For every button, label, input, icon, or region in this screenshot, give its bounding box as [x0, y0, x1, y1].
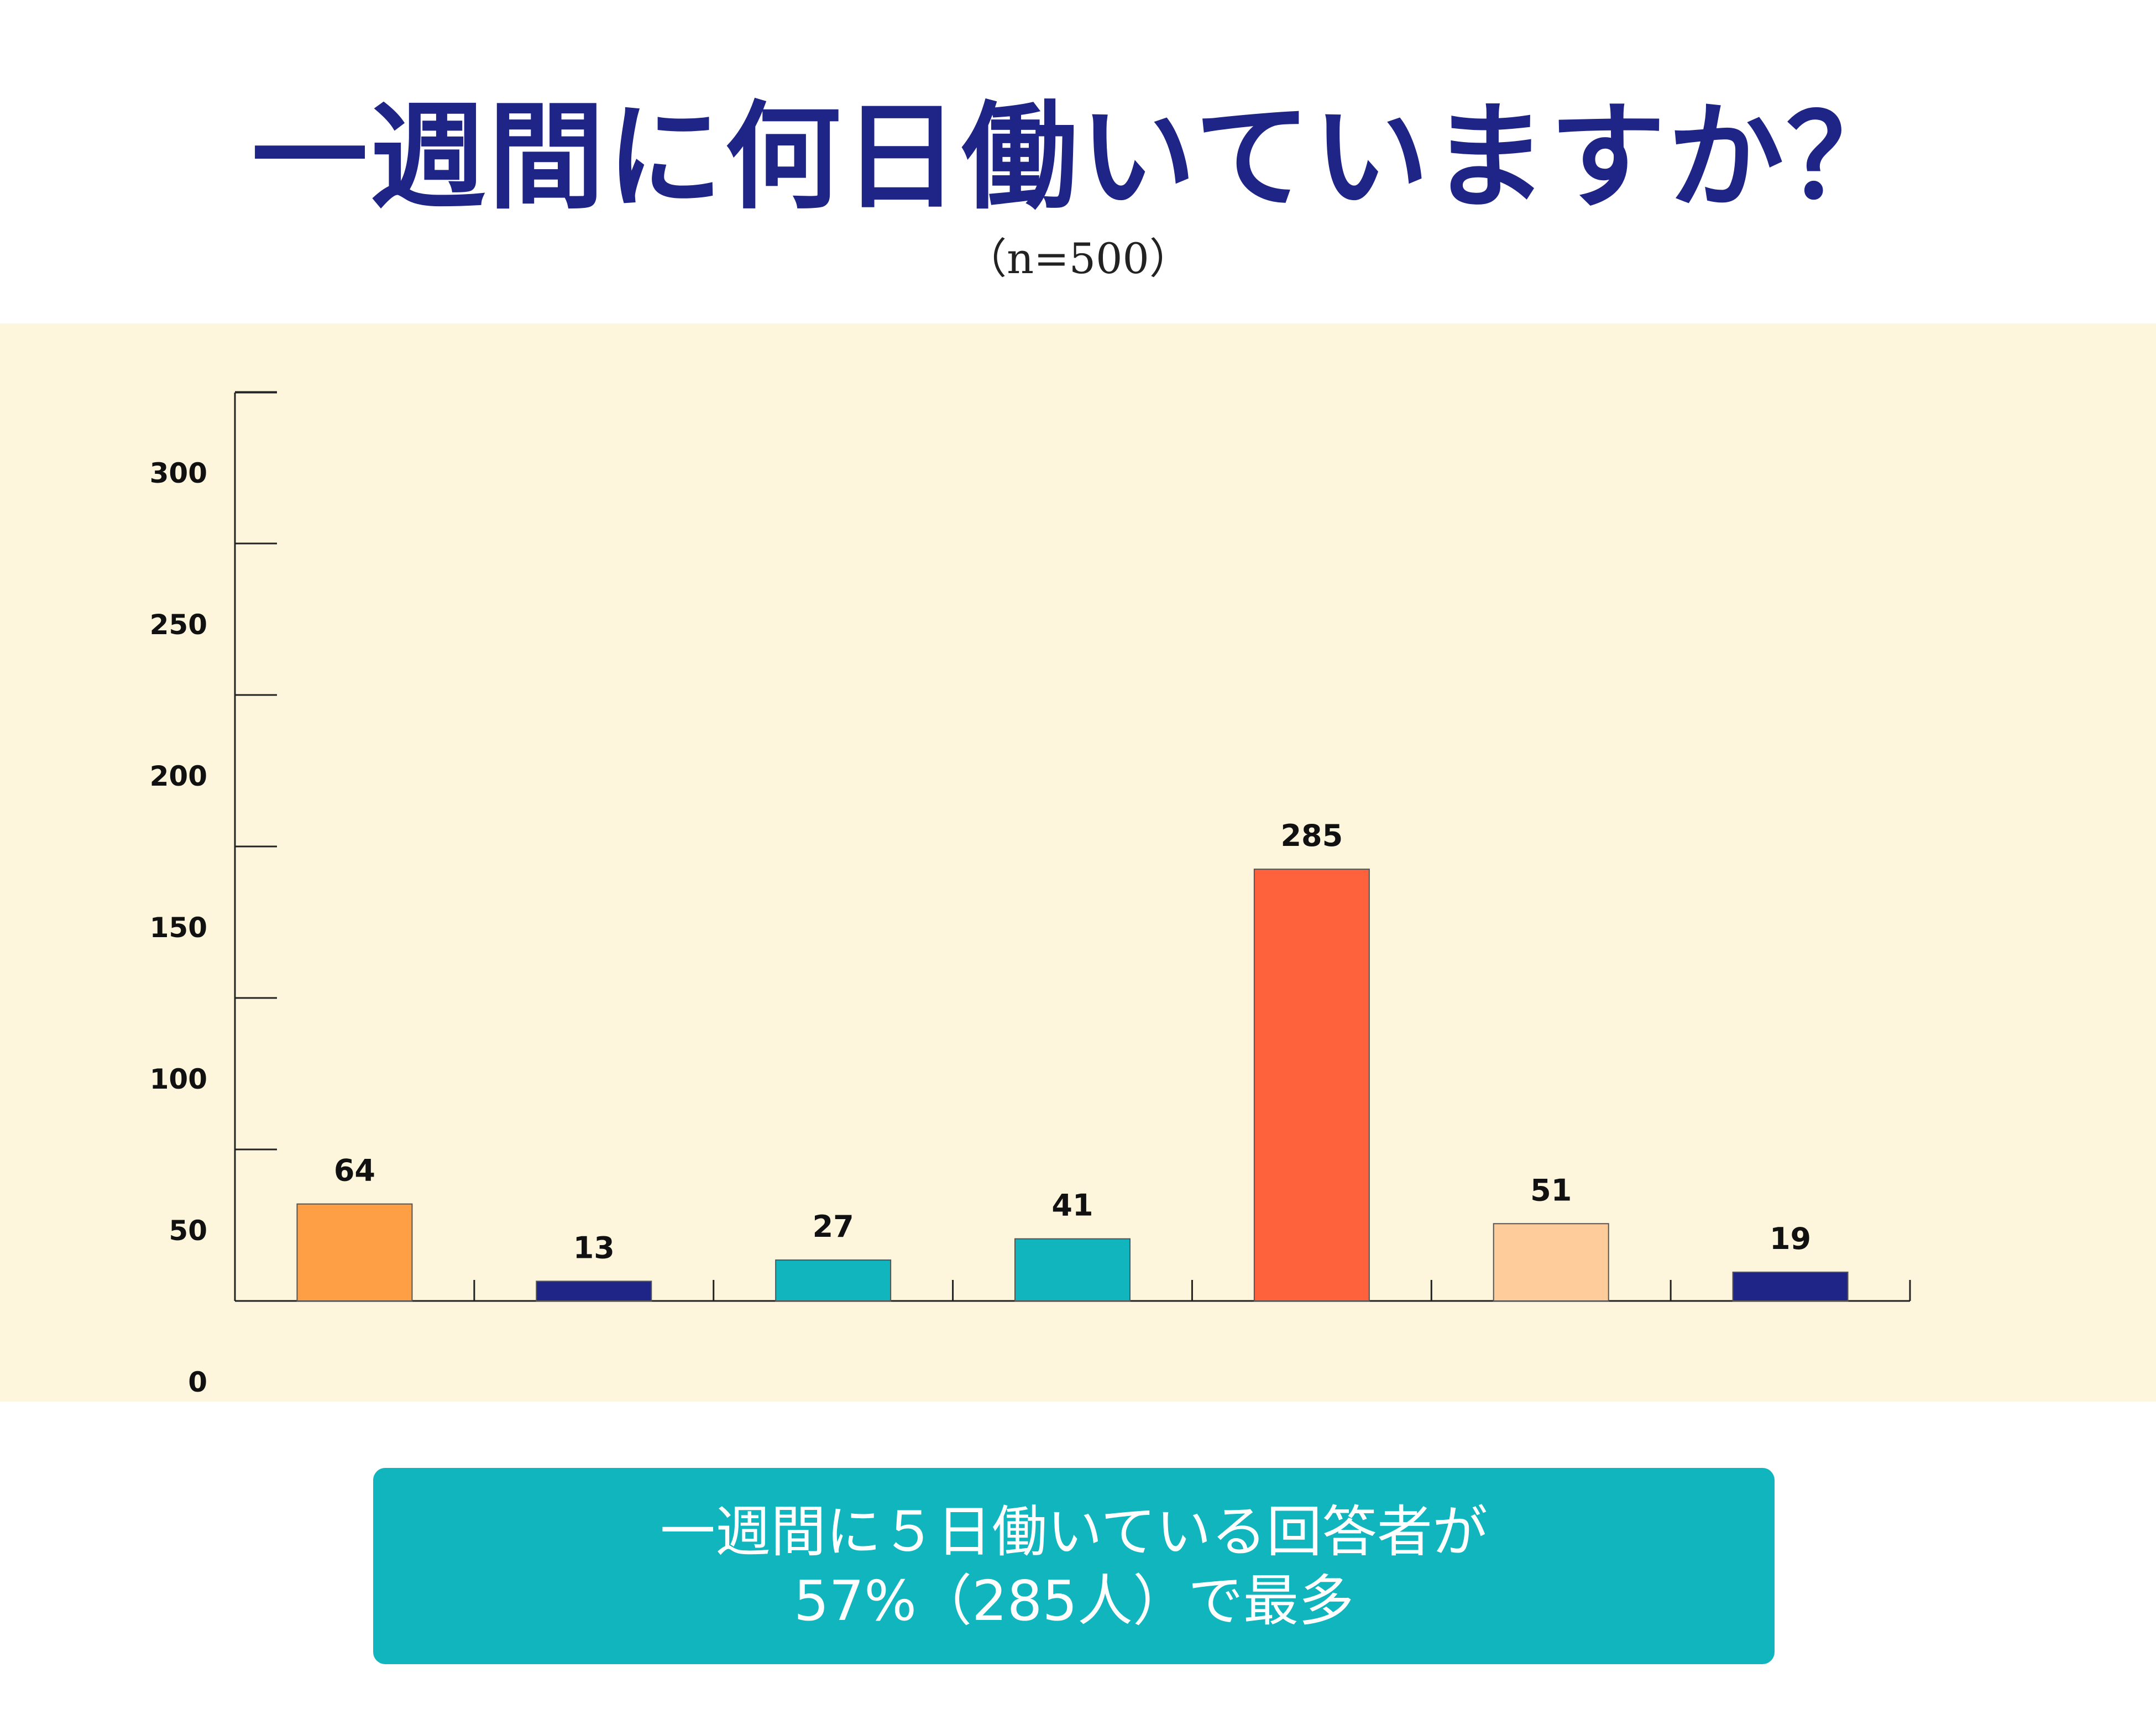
bar-value-label: 13	[573, 1230, 615, 1265]
bar-value-label: 285	[1280, 818, 1343, 853]
bar-value-label: 19	[1770, 1221, 1811, 1256]
y-tick-label: 50	[169, 1215, 207, 1247]
bar-value-label: 64	[334, 1153, 375, 1188]
bar-2	[536, 1280, 652, 1302]
callout-line-1: 一週間に５日働いている回答者が	[660, 1499, 1488, 1564]
bar-5	[1253, 869, 1370, 1301]
bar-4	[1014, 1238, 1131, 1302]
bar-value-label: 51	[1530, 1173, 1572, 1208]
y-tick-label: 100	[150, 1063, 207, 1095]
sample-size-note: （n=500）	[965, 234, 1191, 283]
y-tick-label: 250	[150, 609, 207, 641]
y-tick-label: 300	[150, 457, 207, 489]
bar-7	[1732, 1271, 1849, 1301]
bar-1	[296, 1203, 413, 1302]
y-tick-label: 150	[150, 912, 207, 944]
bars: 641日以下132日273日414日2855日516日197日	[296, 818, 1849, 1302]
summary-callout: 一週間に５日働いている回答者が 57%（285人）で最多	[373, 1468, 1775, 1664]
bar-value-label: 41	[1051, 1188, 1093, 1223]
axes	[234, 393, 1911, 1302]
bar-chart: 0 50 100 150 200 250 300 641日以下132日273日414日285…	[150, 391, 1911, 1398]
y-tick-label: 0	[188, 1366, 207, 1398]
bar-6	[1493, 1223, 1609, 1302]
y-tick-label: 200	[150, 760, 207, 792]
y-axis-ticks: 0 50 100 150 200 250 300	[150, 391, 277, 1398]
callout-line-2: 57%（285人）で最多	[793, 1568, 1354, 1633]
chart-title: 一週間に何日働いていますか？	[252, 90, 1904, 225]
bar-3	[775, 1259, 892, 1302]
chart-panel: 0 50 100 150 200 250 300 641日以下132日273日414日285…	[0, 323, 2156, 1402]
bar-value-label: 27	[813, 1209, 854, 1244]
